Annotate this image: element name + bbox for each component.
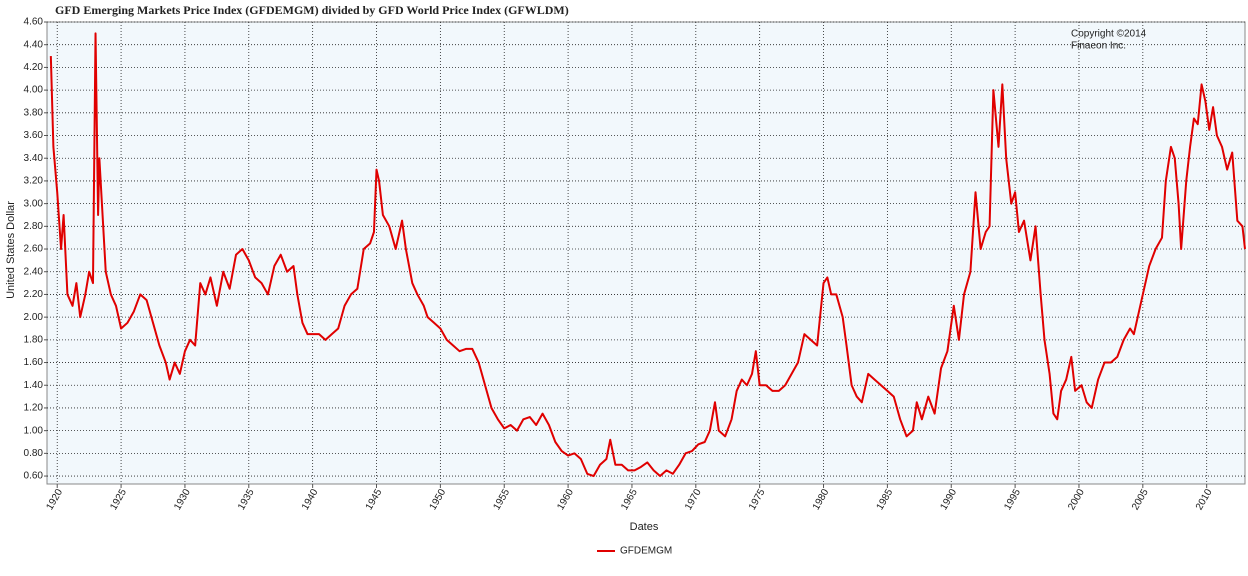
y-tick-label: 1.60 [24, 357, 44, 368]
x-tick-label: 2000 [1066, 487, 1087, 512]
y-tick-label: 2.60 [24, 244, 44, 255]
chart-title: GFD Emerging Markets Price Index (GFDEMG… [55, 3, 569, 17]
y-tick-label: 3.80 [24, 107, 44, 118]
legend-label: GFDEMGM [620, 546, 672, 557]
y-tick-label: 3.20 [24, 176, 44, 187]
x-tick-label: 2005 [1130, 487, 1151, 512]
x-tick-label: 1940 [300, 487, 321, 512]
y-tick-label: 4.00 [24, 85, 44, 96]
x-tick-label: 1925 [108, 487, 129, 512]
series-line [49, 32, 1246, 478]
x-tick-label: 1955 [491, 487, 512, 512]
x-tick-label: 1990 [938, 487, 959, 512]
x-tick-label: 1920 [44, 487, 65, 512]
y-tick-label: 1.00 [24, 425, 44, 436]
y-tick-label: 3.40 [24, 153, 44, 164]
y-tick-label: 4.20 [24, 62, 44, 73]
x-tick-label: 1985 [875, 487, 896, 512]
x-tick-label: 2010 [1194, 487, 1215, 512]
x-tick-label: 1970 [683, 487, 704, 512]
x-tick-label: 1965 [619, 487, 640, 512]
y-tick-label: 3.60 [24, 130, 44, 141]
annotation: Finaeon Inc. [1071, 41, 1126, 52]
y-tick-label: 0.80 [24, 448, 44, 459]
x-tick-label: 1945 [364, 487, 385, 512]
y-tick-label: 2.00 [24, 312, 44, 323]
y-tick-label: 1.40 [24, 380, 44, 391]
y-tick-label: 2.40 [24, 266, 44, 277]
y-axis-label: United States Dollar [5, 201, 17, 299]
y-tick-label: 2.20 [24, 289, 44, 300]
y-tick-label: 4.40 [24, 39, 44, 50]
x-tick-label: 1950 [428, 487, 449, 512]
x-tick-label: 1975 [747, 487, 768, 512]
x-tick-label: 1995 [1002, 487, 1023, 512]
y-tick-label: 2.80 [24, 221, 44, 232]
y-tick-label: 4.60 [24, 17, 44, 28]
x-tick-label: 1935 [236, 487, 257, 512]
y-tick-label: 1.80 [24, 334, 44, 345]
annotation: Copyright ©2014 [1071, 29, 1147, 40]
y-tick-label: 1.20 [24, 403, 44, 414]
x-axis-label: Dates [630, 521, 659, 533]
y-tick-label: 0.60 [24, 471, 44, 482]
y-tick-label: 3.00 [24, 198, 44, 209]
x-tick-label: 1960 [555, 487, 576, 512]
plot-area [46, 21, 1246, 485]
x-tick-label: 1980 [811, 487, 832, 512]
x-tick-label: 1930 [172, 487, 193, 512]
